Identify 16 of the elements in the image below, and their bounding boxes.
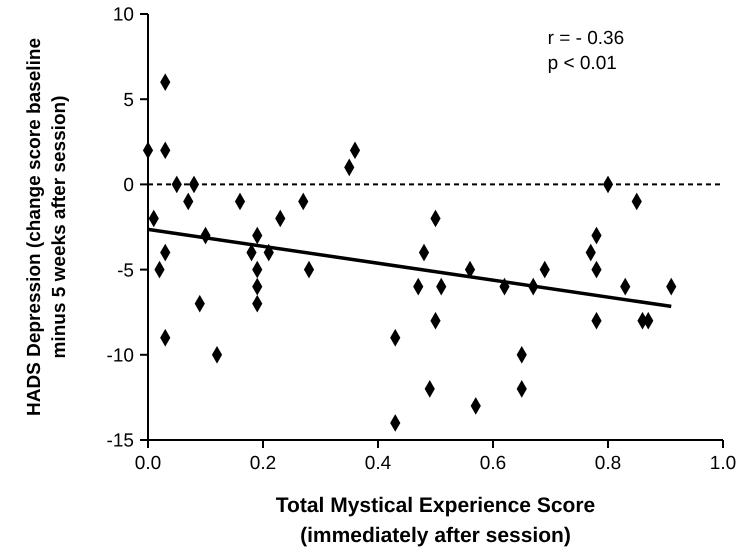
annotation: r = - 0.36 xyxy=(548,28,624,49)
annotation: p < 0.01 xyxy=(548,53,617,74)
x-tick-label: 0.0 xyxy=(134,453,162,474)
y-tick-label: -5 xyxy=(117,260,134,282)
y-axis-title: HADS Depression (change score baseline minus 5 weeks after session) xyxy=(24,38,70,416)
x-tick-label: 0.6 xyxy=(480,453,506,474)
y-tick-label: 10 xyxy=(112,4,134,26)
x-tick-label: 0.2 xyxy=(250,453,276,474)
y-tick-label: 0 xyxy=(123,175,134,196)
y-tick-label: 5 xyxy=(123,90,134,111)
y-tick-label: -10 xyxy=(106,345,134,366)
y-tick-label: -15 xyxy=(106,430,134,452)
x-tick-label: 0.4 xyxy=(364,453,392,474)
x-tick-label: 0.8 xyxy=(594,453,622,474)
x-axis-title: Total Mystical Experience Score (immediately after session) xyxy=(276,494,596,547)
x-tick-label: 1.0 xyxy=(710,453,736,474)
